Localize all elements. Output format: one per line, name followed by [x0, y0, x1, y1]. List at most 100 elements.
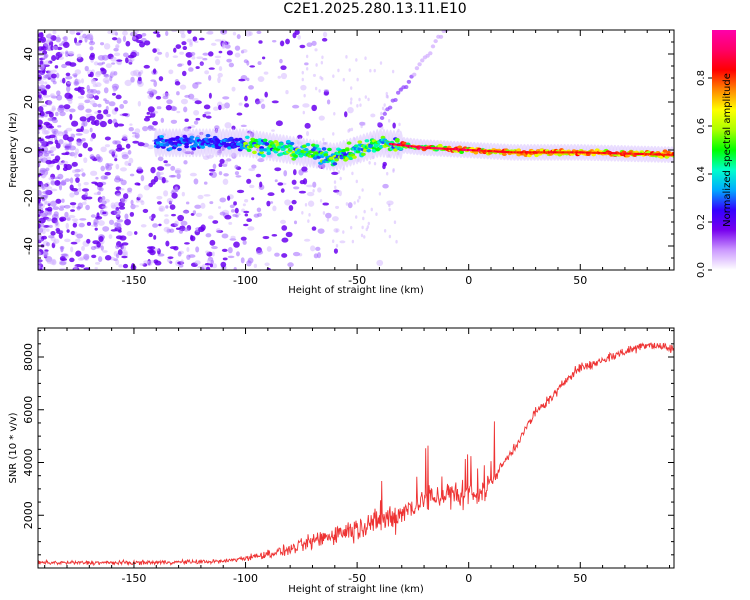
spectrogram-noise-cell	[56, 46, 63, 51]
spectrogram-noise-cell	[152, 120, 158, 126]
spectrogram-noise-cell	[370, 113, 376, 118]
spectrogram-noise-cell	[226, 158, 232, 162]
spectrogram-noise-cell	[236, 112, 243, 116]
spectrogram-noise-cell	[139, 41, 146, 48]
spectrogram-noise-cell	[48, 224, 53, 229]
spectrogram-noise-cell	[129, 211, 135, 217]
spectrogram-noise-cell	[271, 129, 275, 132]
spectrogram-noise-cell	[38, 180, 42, 187]
spectrogram-band-cell	[177, 147, 182, 152]
spectrogram-noise-cell	[285, 89, 289, 95]
spectrogram-noise-cell	[89, 46, 94, 51]
spectrogram-band-cell	[366, 148, 372, 153]
snr-line	[38, 342, 674, 567]
spectrogram-noise-cell	[342, 77, 345, 82]
spectrogram-noise-cell	[274, 252, 280, 257]
spectrogram-noise-cell	[130, 70, 138, 77]
spectrogram-noise-cell	[169, 246, 177, 250]
spectrogram-noise-cell	[208, 75, 212, 81]
spectrogram-noise-cell	[157, 156, 164, 162]
spectrogram-band-cell	[393, 148, 398, 152]
spectrogram-noise-cell	[234, 164, 239, 170]
spectrogram-noise-cell	[195, 66, 200, 70]
spectrogram-noise-cell	[158, 223, 162, 227]
spectrogram-noise-cell	[38, 202, 42, 209]
spectrogram-noise-cell	[383, 228, 387, 233]
spectrogram-noise-cell	[38, 32, 44, 38]
spectrogram-noise-cell	[91, 132, 97, 139]
spectrogram-noise-cell	[100, 42, 105, 46]
spectrogram-noise-cell	[102, 211, 107, 215]
spectrogram-noise-cell	[194, 204, 202, 209]
spectrogram-noise-cell	[38, 264, 41, 270]
spectrogram-noise-cell	[89, 54, 95, 61]
spectrogram-noise-cell	[70, 241, 78, 245]
colorbar-tick-label: 0.6	[696, 118, 707, 134]
spectrogram-noise-cell	[298, 190, 307, 194]
spectrogram-noise-cell	[180, 259, 184, 265]
spectrogram-noise-cell	[61, 198, 65, 203]
spectrogram-noise-cell	[335, 228, 338, 233]
spectrogram-noise-cell	[93, 192, 100, 196]
spectrogram-noise-cell	[189, 172, 197, 177]
snr-y-axis-label: SNR (10 * v/v)	[8, 412, 19, 483]
spectrogram-noise-cell	[38, 46, 45, 51]
spectrogram-noise-cell	[41, 199, 45, 203]
spectrogram-noise-cell	[304, 203, 308, 207]
spectrogram-noise-cell	[47, 212, 52, 216]
spectrogram-noise-cell	[388, 203, 391, 208]
spectrogram-noise-cell	[50, 146, 57, 152]
spectrogram-noise-cell	[38, 80, 45, 85]
spectrogram-noise-cell	[242, 203, 246, 207]
spectrogram-noise-cell	[71, 120, 79, 127]
spectrogram-noise-cell	[183, 227, 190, 232]
spectrogram-noise-cell	[104, 255, 112, 261]
spectrogram-noise-cell	[50, 188, 58, 192]
spectrogram-noise-cell	[382, 183, 389, 189]
spectrogram-noise-cell	[134, 231, 138, 235]
spectrogram-noise-cell	[47, 141, 54, 145]
spectrogram-band-cell	[293, 154, 298, 158]
spectrogram-noise-cell	[44, 200, 48, 205]
spectrogram-noise-cell	[104, 171, 111, 176]
spectrogram-noise-cell	[147, 106, 155, 113]
spectrogram-noise-cell	[315, 63, 318, 67]
spectrogram-noise-cell	[325, 212, 332, 219]
spectrogram-noise-cell	[55, 111, 59, 117]
spectrogram-noise-cell	[359, 103, 362, 107]
spectrogram-noise-cell	[51, 107, 56, 111]
snr-xtick-label: -100	[233, 572, 258, 585]
spectrogram-noise-cell	[360, 233, 364, 238]
spectrogram-noise-cell	[302, 103, 310, 108]
spectrogram-noise-cell	[194, 100, 202, 105]
spectrogram-noise-cell	[170, 165, 176, 171]
spectrogram-noise-cell	[69, 108, 76, 113]
spectrogram-band-cell	[364, 139, 370, 143]
spectrogram-noise-cell	[83, 267, 91, 270]
spectrogram-band-cell	[321, 147, 327, 151]
spectrogram-noise-cell	[130, 199, 134, 206]
spectrogram-noise-cell	[192, 82, 199, 89]
spectrogram-noise-cell	[65, 61, 72, 66]
spectrogram-noise-cell	[279, 58, 283, 64]
spectrogram-noise-cell	[89, 154, 95, 160]
spectrogram-noise-cell	[314, 86, 318, 91]
spectrogram-noise-cell	[51, 69, 57, 73]
spectrogram-noise-cell	[156, 106, 162, 110]
spectrogram-noise-cell	[100, 165, 105, 172]
spectrogram-noise-cell	[312, 181, 317, 188]
snr-plot-area	[38, 328, 674, 568]
spectrogram-noise-cell	[203, 181, 208, 185]
snr-panel: -150 -100 -50 0 50 2000 4000 6000 8000 Height of…	[8, 327, 675, 595]
spectrogram-noise-cell	[63, 35, 68, 42]
spectrogram-noise-cell	[54, 179, 61, 186]
spectrogram-noise-cell	[94, 119, 100, 126]
spectrogram-noise-cell	[84, 65, 89, 72]
spectrogram-noise-cell	[228, 221, 233, 225]
spectrogram-band-cell	[175, 135, 181, 140]
spectrogram-noise-cell	[208, 92, 212, 99]
spectrogram-noise-cell	[45, 159, 53, 165]
spectrogram-noise-cell	[38, 189, 42, 196]
spectrogram-band-cell	[316, 147, 322, 151]
spectrogram-noise-cell	[72, 73, 78, 77]
